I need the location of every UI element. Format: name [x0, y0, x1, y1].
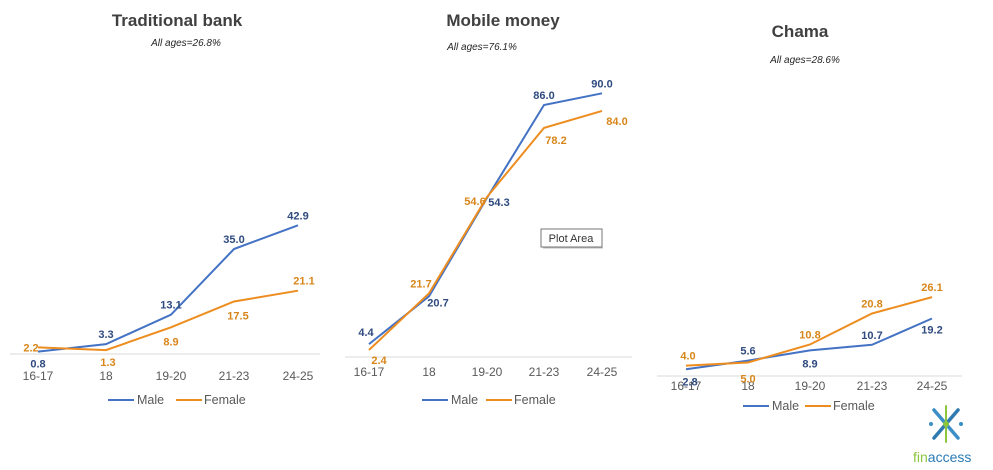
legend-label-male: Male — [137, 393, 164, 407]
tooltip-box — [540, 228, 603, 248]
x-tick-label: 24-25 — [283, 369, 314, 383]
x-tick-label: 21-23 — [857, 379, 888, 393]
data-label-male: 19.2 — [921, 324, 942, 336]
chart-mobile-money: Mobile money All ages=76.1% 16-17 18 19-20… — [345, 11, 632, 407]
data-label-female: 2.2 — [23, 342, 38, 354]
x-tick-label: 18 — [99, 369, 113, 383]
data-label-female: 17.5 — [227, 311, 248, 323]
x-axis-ticks: 16-17 18 19-20 21-23 24-25 — [671, 379, 948, 393]
x-tick-label: 21-23 — [219, 369, 250, 383]
legend-label-male: Male — [451, 393, 478, 407]
data-labels: 2.8 5.6 8.9 10.7 19.2 4.0 5.0 10.8 20.8 26.1 — [680, 282, 942, 388]
tooltip-label: Plot Area — [549, 233, 595, 245]
data-label-male: 86.0 — [533, 90, 554, 102]
logo-fin: fin — [913, 449, 928, 465]
data-label-male: 0.8 — [30, 359, 45, 371]
chart-title: Mobile money — [446, 11, 560, 30]
data-label-female: 5.0 — [740, 374, 755, 386]
data-label-female: 8.9 — [163, 336, 178, 348]
data-label-male: 20.7 — [427, 297, 448, 309]
data-label-male: 54.3 — [488, 197, 509, 209]
legend-label-male: Male — [772, 399, 799, 413]
chart-traditional-bank: Traditional bank All ages=26.8% 16-17 18 1… — [10, 11, 320, 407]
legend: Male Female — [743, 399, 875, 413]
x-tick-label: 24-25 — [587, 365, 618, 379]
data-label-female: 26.1 — [921, 282, 942, 294]
data-label-female: 4.0 — [680, 351, 695, 363]
chart-subtitle: All ages=28.6% — [769, 55, 840, 66]
series-line-male — [368, 92, 603, 345]
legend: Male Female — [108, 393, 246, 407]
data-label-male: 2.8 — [682, 376, 697, 388]
chart-chama: Chama All ages=28.6% 16-17 18 19-20 21-23 24… — [657, 22, 962, 413]
series-line-female — [685, 296, 933, 367]
x-tick-label: 16-17 — [671, 379, 702, 393]
data-label-male: 5.6 — [740, 346, 755, 358]
x-tick-label: 19-20 — [472, 365, 503, 379]
data-label-male: 10.7 — [861, 330, 882, 342]
finaccess-logo-icon — [929, 405, 963, 443]
data-label-female: 10.8 — [799, 330, 820, 342]
x-tick-label: 19-20 — [156, 369, 187, 383]
data-labels: 0.8 3.3 13.1 35.0 42.9 2.2 1.3 8.9 17.5 21.1 — [23, 210, 314, 370]
legend-label-female: Female — [514, 393, 556, 407]
data-label-female: 1.3 — [100, 357, 115, 369]
data-label-female: 78.2 — [545, 135, 566, 147]
data-label-female: 84.0 — [606, 116, 627, 128]
data-label-male: 42.9 — [287, 210, 308, 222]
x-tick-label: 18 — [422, 365, 436, 379]
x-axis-ticks: 16-17 18 19-20 21-23 24-25 — [354, 365, 618, 379]
x-tick-label: 21-23 — [529, 365, 560, 379]
data-label-male: 4.4 — [358, 327, 374, 339]
data-label-female: 2.4 — [371, 355, 387, 367]
chart-subtitle: All ages=76.1% — [446, 42, 517, 53]
plot-area-tooltip: Plot Area — [540, 228, 603, 249]
data-label-male: 35.0 — [223, 234, 244, 246]
x-tick-label: 18 — [741, 379, 755, 393]
data-labels: 4.4 20.7 54.3 86.0 90.0 2.4 21.7 54.6 78.2 84.0 — [358, 78, 627, 367]
legend-label-female: Female — [204, 393, 246, 407]
x-tick-label: 16-17 — [354, 365, 385, 379]
data-label-female: 21.7 — [410, 278, 431, 290]
x-axis-ticks: 16-17 18 19-20 21-23 24-25 — [23, 369, 314, 383]
data-label-male: 3.3 — [98, 329, 113, 341]
data-label-female: 54.6 — [464, 196, 485, 208]
x-tick-label: 24-25 — [917, 379, 948, 393]
logo-wordmark: finaccess — [913, 449, 971, 465]
data-label-male: 90.0 — [591, 78, 612, 90]
series-line-male — [37, 224, 299, 353]
legend-label-female: Female — [833, 399, 875, 413]
logo-access: access — [928, 449, 972, 465]
finaccess-logo: finaccess — [913, 405, 971, 465]
data-label-female: 21.1 — [293, 276, 314, 288]
series-line-female — [368, 109, 603, 351]
chart-title: Chama — [772, 22, 829, 41]
data-label-female: 20.8 — [861, 299, 882, 311]
chart-subtitle: All ages=26.8% — [150, 38, 221, 49]
series-line-female — [37, 289, 299, 352]
legend: Male Female — [422, 393, 556, 407]
data-label-male: 8.9 — [802, 358, 817, 370]
x-tick-label: 16-17 — [23, 369, 54, 383]
chart-title: Traditional bank — [112, 11, 243, 30]
x-tick-label: 19-20 — [795, 379, 826, 393]
data-label-male: 13.1 — [160, 300, 181, 312]
